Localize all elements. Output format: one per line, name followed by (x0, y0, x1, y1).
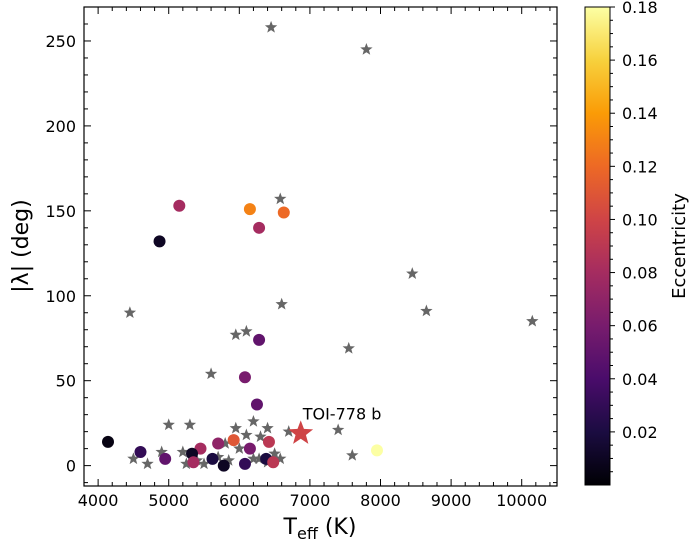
circle-marker (217, 459, 230, 472)
x-tick-label: 5000 (148, 491, 189, 510)
circle-marker (206, 452, 219, 465)
circle-marker (277, 206, 290, 219)
star-marker (155, 445, 168, 458)
colorbar-label: Eccentricity (669, 193, 690, 299)
plot-frame (83, 6, 558, 487)
colorbar-tick-label: 0.10 (622, 210, 658, 229)
star-marker (346, 448, 359, 461)
star-marker (275, 297, 288, 310)
star-marker (127, 452, 140, 465)
x-tick-label: 10000 (496, 491, 547, 510)
star-marker (240, 428, 253, 441)
colorbar-tick-label: 0.02 (622, 423, 658, 442)
colorbar-tick-label: 0.08 (622, 264, 658, 283)
star-marker (247, 414, 260, 427)
circle-marker (102, 435, 115, 448)
y-tick-label: 0 (66, 457, 76, 476)
colorbar-gradient (584, 6, 611, 486)
star-marker (252, 452, 266, 465)
circle-marker (187, 456, 200, 469)
y-tick-label: 200 (45, 117, 76, 136)
star-marker (331, 423, 345, 436)
star-marker (229, 421, 242, 434)
star-marker (180, 457, 193, 470)
star-marker (123, 306, 137, 318)
star-marker (254, 430, 267, 442)
star-marker (211, 450, 225, 463)
star-marker (240, 324, 253, 337)
colorbar-tick-label: 0.14 (622, 104, 658, 123)
star-marker (261, 421, 274, 434)
x-tick-label: 6000 (219, 491, 260, 510)
circle-marker (370, 444, 383, 457)
star-marker (274, 452, 287, 465)
circle-marker (227, 434, 240, 447)
highlight-star-marker (288, 420, 314, 444)
y-tick-label: 250 (45, 32, 76, 51)
y-tick-label: 50 (56, 372, 76, 391)
star-marker (204, 367, 218, 380)
circle-marker (153, 235, 166, 248)
colorbar-tick-label: 0.04 (622, 370, 658, 389)
circle-marker (238, 371, 251, 384)
circle-marker (262, 435, 275, 448)
star-marker (141, 457, 154, 470)
star-marker (222, 454, 235, 466)
star-marker (229, 328, 242, 341)
x-tick-label: 7000 (290, 491, 331, 510)
star-marker (274, 192, 287, 205)
circle-marker (159, 452, 172, 465)
star-marker (360, 42, 373, 55)
highlight-label: TOI-778 b (302, 404, 382, 423)
circle-marker (243, 442, 256, 455)
x-tick-label: 9000 (431, 491, 472, 510)
star-marker (197, 457, 211, 470)
star-marker (342, 341, 355, 354)
circle-marker (267, 456, 280, 469)
colorbar-tick-label: 0.12 (622, 157, 658, 176)
colorbar: 0.02 0.04 0.06 0.08 0.10 0.12 0.14 0.16 0.18 (584, 0, 658, 486)
star-marker (268, 447, 281, 459)
x-axis-label: Teff (K) (283, 515, 357, 542)
x-tick-label: 4000 (78, 491, 119, 510)
star-marker (420, 304, 433, 317)
star-marker (406, 267, 419, 279)
star-marker (247, 452, 260, 465)
star-marker (526, 314, 539, 327)
circle-marker (253, 333, 266, 346)
star-marker (183, 418, 197, 431)
circle-marker (238, 457, 251, 470)
circle-marker (243, 203, 256, 216)
colorbar-tick-label: 0.18 (622, 0, 658, 17)
star-marker (162, 418, 175, 431)
circle-marker (212, 437, 225, 450)
star-marker (264, 20, 278, 33)
star-marker (219, 437, 232, 449)
star-marker (282, 425, 295, 437)
x-tick-label: 8000 (360, 491, 401, 510)
star-marker (233, 442, 246, 454)
circle-marker (134, 446, 147, 459)
star-marker (176, 445, 190, 458)
y-tick-label: 150 (45, 202, 76, 221)
y-axis-label: |λ| (deg) (9, 199, 34, 292)
y-tick-label: 100 (45, 287, 76, 306)
circle-marker (173, 199, 186, 212)
circle-marker (253, 221, 266, 234)
circle-marker (250, 398, 263, 411)
colorbar-tick-label: 0.16 (622, 51, 658, 70)
colorbar-tick-label: 0.06 (622, 317, 658, 336)
